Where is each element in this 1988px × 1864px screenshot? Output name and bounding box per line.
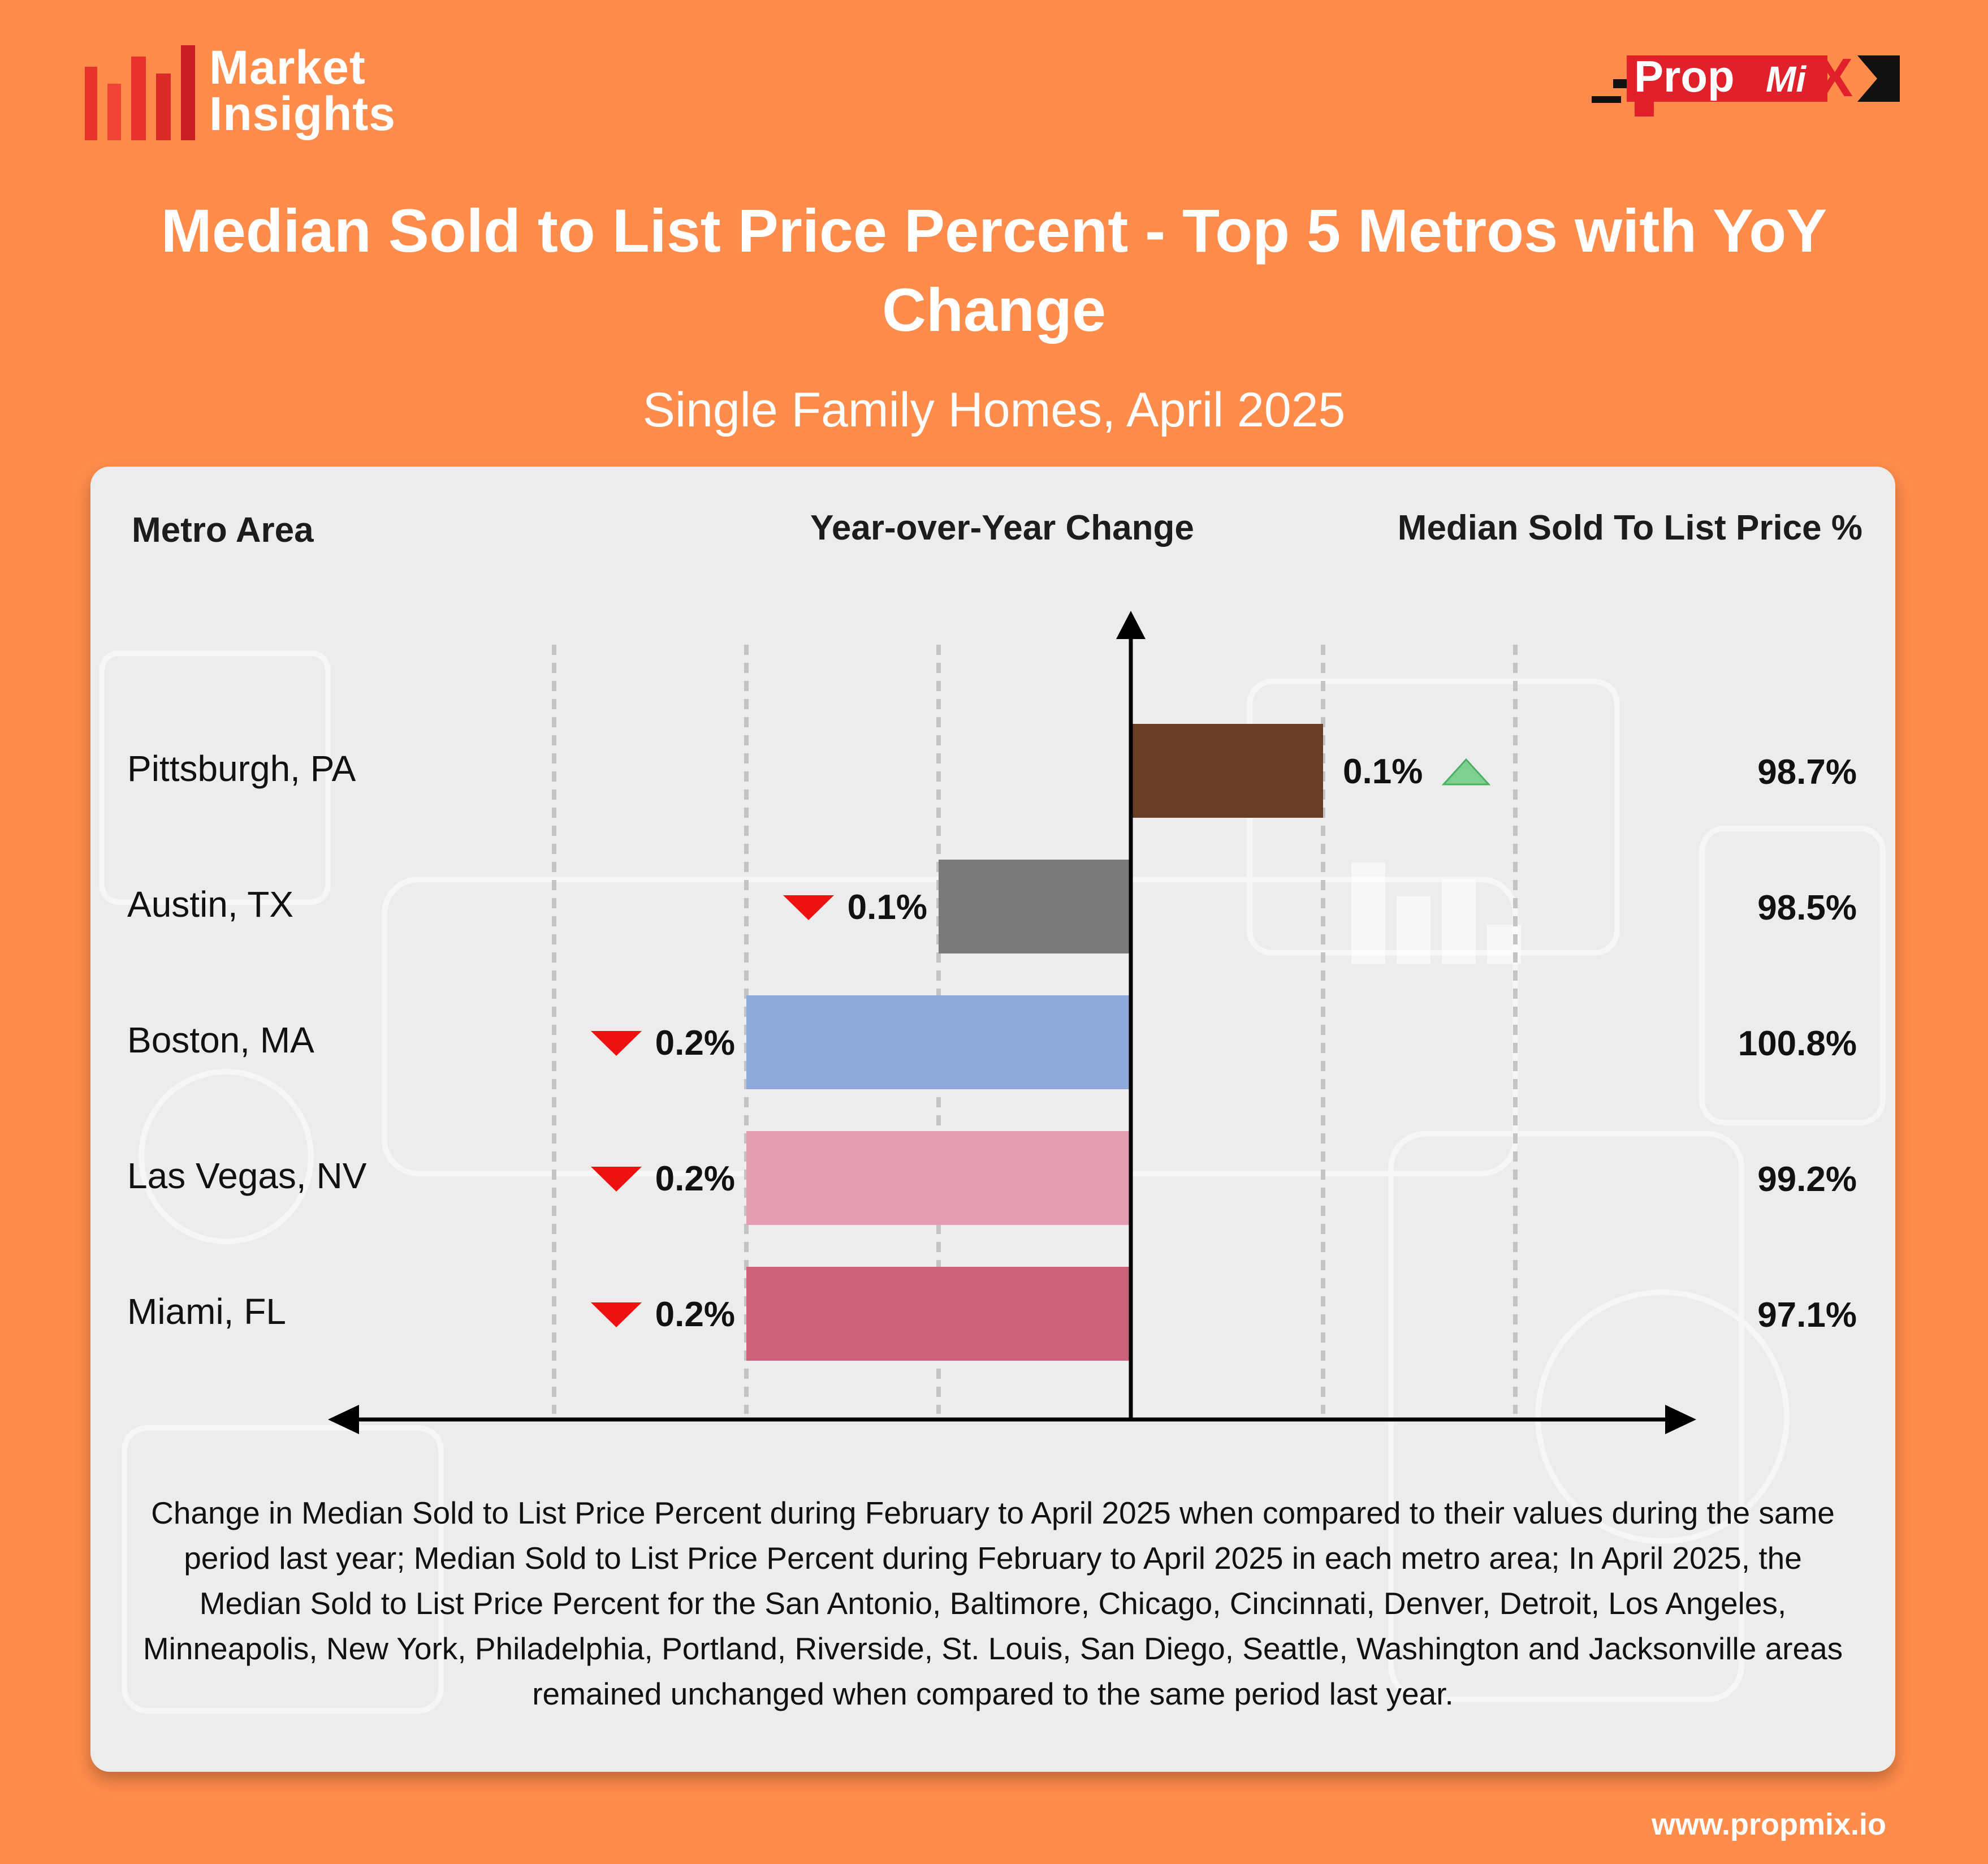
median-pct-value: 100.8%: [1738, 1024, 1857, 1063]
bar: [746, 1267, 1131, 1361]
page-title: Median Sold to List Price Percent - Top …: [161, 196, 1827, 344]
metro-name: Miami, FL: [127, 1291, 286, 1332]
bar: [939, 860, 1131, 953]
metro-name: Austin, TX: [127, 884, 294, 925]
chart-card: Metro Area Year-over-Year Change Median …: [90, 467, 1895, 1772]
bar: [746, 1131, 1131, 1225]
data-label: 0.2%: [655, 1024, 735, 1063]
median-pct-value: 98.7%: [1757, 753, 1857, 792]
footnote: Change in Median Sold to List Price Perc…: [142, 1495, 1843, 1711]
bar: [1131, 724, 1323, 818]
propmix-logo-x: X: [1817, 51, 1853, 108]
down-arrow-icon: [591, 1302, 642, 1327]
metro-name: Pittsburgh, PA: [127, 748, 356, 789]
yoy-bar-chart: 0.1% 0.1% 0.2% 0.2% 0.2%: [328, 611, 1696, 1434]
propmix-logo-text: Prop: [1634, 51, 1735, 101]
data-label: 0.2%: [655, 1159, 735, 1198]
data-label: 0.1%: [1343, 752, 1423, 791]
x-axis-right-arrow-icon: [1665, 1405, 1696, 1434]
brand-line-1: Market: [209, 41, 366, 94]
yoy-change-header: Year-over-Year Change: [810, 508, 1194, 547]
median-pct-value: 97.1%: [1757, 1296, 1857, 1335]
propmix-logo: Prop Mi X: [1592, 51, 1900, 116]
bar-chart-logo-icon: [85, 45, 195, 140]
x-axis-left-arrow-icon: [328, 1405, 359, 1434]
metro-area-header: Metro Area: [132, 511, 314, 550]
bar: [746, 995, 1131, 1089]
propmix-logo-mi: Mi: [1766, 59, 1807, 100]
up-arrow-icon: [1441, 758, 1491, 786]
median-pct-value: 98.5%: [1757, 888, 1857, 927]
market-insights-logo: Market Insights: [85, 44, 396, 140]
data-label: 0.2%: [655, 1295, 735, 1334]
median-pct-header: Median Sold To List Price %: [1397, 508, 1862, 547]
down-arrow-icon: [591, 1031, 642, 1056]
page-subtitle: Single Family Homes, April 2025: [642, 383, 1346, 437]
down-arrow-icon: [591, 1167, 642, 1192]
metro-name: Las Vegas, NV: [127, 1155, 367, 1196]
median-pct-value: 99.2%: [1757, 1160, 1857, 1199]
brand-line-2: Insights: [209, 87, 396, 140]
y-axis-arrow-icon: [1116, 611, 1146, 639]
down-arrow-icon: [783, 895, 834, 920]
data-label: 0.1%: [848, 888, 927, 927]
metro-name: Boston, MA: [127, 1020, 314, 1060]
website-link[interactable]: www.propmix.io: [1651, 1807, 1886, 1841]
